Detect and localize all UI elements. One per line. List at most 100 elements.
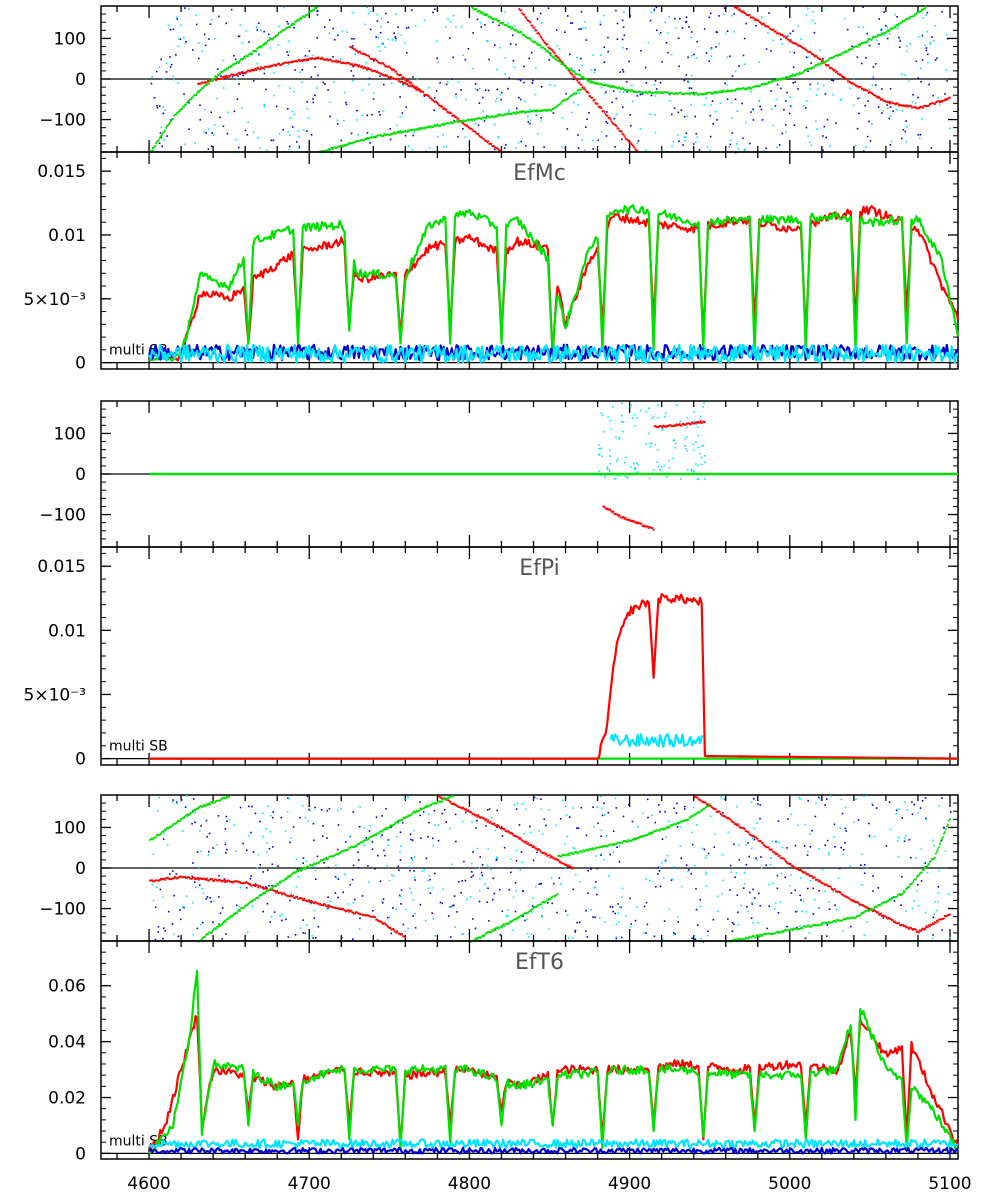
scatter-point-cyan — [490, 816, 493, 819]
phase-point-red — [424, 94, 427, 96]
scatter-point-blue — [252, 851, 255, 853]
scatter-point-cyan — [606, 466, 608, 469]
phase-point-green — [244, 57, 246, 59]
phase-point-red — [752, 17, 755, 19]
phase-point-red — [351, 911, 354, 914]
phase-point-red — [823, 883, 826, 886]
phase-point-green — [513, 29, 516, 31]
scatter-point-blue — [716, 31, 719, 33]
phase-point-green — [612, 84, 615, 87]
phase-point-red — [815, 878, 818, 881]
scatter-point-cyan — [577, 103, 580, 106]
scatter-point-blue — [828, 908, 831, 910]
phase-point-green — [269, 38, 271, 41]
scatter-point-blue — [198, 57, 200, 60]
phase-point-red — [843, 76, 846, 79]
phase-point-green — [206, 83, 208, 86]
phase-point-green — [690, 92, 693, 94]
phase-point-green — [347, 142, 350, 145]
phase-point-red — [365, 67, 368, 69]
phase-point-red — [828, 885, 831, 888]
phase-point-red — [664, 426, 667, 429]
scatter-point-cyan — [410, 891, 413, 894]
phase-point-red — [238, 71, 240, 74]
phase-point-green — [594, 82, 597, 85]
phase-point-red — [545, 852, 548, 855]
scatter-point-cyan — [162, 106, 165, 108]
scatter-point-blue — [597, 139, 599, 142]
phase-point-red — [385, 923, 388, 926]
scatter-point-blue — [901, 876, 903, 878]
phase-point-green — [440, 124, 443, 126]
scatter-point-cyan — [372, 92, 375, 95]
scatter-point-cyan — [920, 67, 922, 70]
phase-point-red — [928, 925, 931, 927]
phase-point-green — [209, 931, 211, 934]
scatter-point-blue — [285, 918, 287, 921]
phase-point-red — [236, 73, 238, 76]
phase-point-red — [508, 831, 511, 834]
scatter-point-cyan — [880, 29, 882, 31]
scatter-point-cyan — [349, 835, 351, 837]
scatter-point-blue — [266, 902, 269, 905]
phase-point-green — [459, 120, 462, 123]
phase-point-green — [713, 91, 716, 94]
scatter-point-cyan — [863, 934, 866, 937]
phase-point-red — [271, 64, 273, 67]
y-tick-label: 0.01 — [48, 226, 86, 246]
phase-point-green — [243, 56, 245, 58]
scatter-point-blue — [707, 852, 710, 855]
scatter-point-cyan — [664, 860, 666, 863]
phase-point-red — [617, 515, 620, 517]
phase-point-green — [452, 121, 455, 124]
scatter-point-blue — [420, 837, 422, 840]
phase-point-green — [485, 14, 488, 17]
phase-point-green — [693, 93, 696, 96]
phase-point-red — [935, 100, 938, 103]
scatter-point-blue — [503, 846, 506, 849]
phase-point-green — [200, 88, 202, 91]
phase-point-green — [850, 48, 853, 51]
phase-point-red — [317, 56, 320, 59]
scatter-point-blue — [345, 101, 347, 104]
phase-point-red — [493, 145, 496, 148]
phase-point-green — [730, 90, 733, 93]
scatter-point-blue — [775, 840, 777, 843]
scatter-point-cyan — [445, 145, 448, 148]
scatter-point-cyan — [702, 444, 705, 447]
scatter-point-blue — [869, 140, 872, 142]
phase-point-red — [325, 905, 328, 907]
scatter-point-cyan — [771, 108, 773, 110]
scatter-point-blue — [245, 887, 248, 889]
phase-point-red — [913, 928, 916, 931]
phase-point-red — [594, 101, 597, 104]
phase-point-red — [767, 846, 770, 849]
scatter-point-cyan — [821, 868, 824, 871]
scatter-point-cyan — [600, 447, 603, 450]
phase-point-red — [752, 834, 755, 837]
scatter-point-cyan — [178, 37, 180, 40]
phase-point-red — [757, 19, 760, 22]
scatter-point-blue — [788, 112, 791, 115]
scatter-point-cyan — [876, 39, 878, 42]
scatter-point-cyan — [369, 825, 372, 827]
phase-point-green — [814, 63, 817, 66]
phase-point-red — [796, 44, 799, 47]
scatter-point-cyan — [186, 895, 188, 898]
phase-point-red — [622, 516, 625, 518]
phase-point-red — [860, 904, 863, 906]
phase-point-red — [337, 60, 340, 62]
phase-point-green — [349, 142, 352, 145]
scatter-point-cyan — [709, 149, 712, 152]
phase-point-red — [901, 924, 904, 926]
phase-point-red — [359, 50, 362, 53]
phase-point-red — [804, 49, 807, 51]
phase-point-red — [399, 80, 402, 83]
scatter-point-blue — [834, 845, 836, 848]
scatter-point-blue — [658, 870, 661, 872]
scatter-point-cyan — [651, 814, 653, 817]
phase-point-green — [545, 50, 548, 53]
scatter-point-cyan — [549, 83, 551, 86]
scatter-point-blue — [317, 74, 319, 77]
scatter-point-cyan — [615, 113, 618, 116]
